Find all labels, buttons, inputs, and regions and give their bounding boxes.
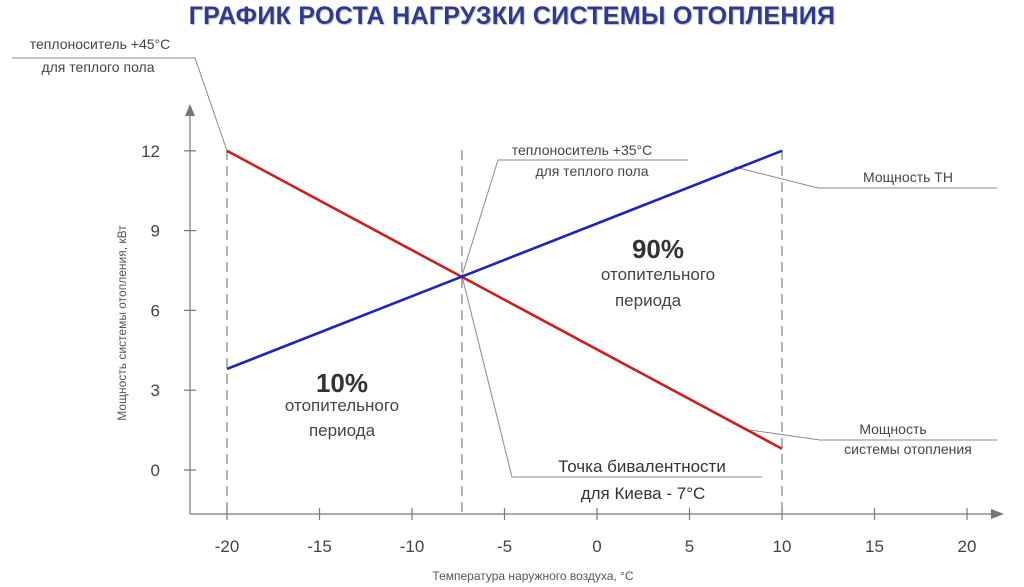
right-percent: 90% xyxy=(632,234,684,264)
left-percent: 10% xyxy=(316,368,368,398)
right-period-line1: отопительного xyxy=(601,265,715,284)
leader-45 xyxy=(12,57,228,151)
x-tick-label: -5 xyxy=(497,537,512,556)
annotation-45-line2: для теплого пола xyxy=(41,59,154,75)
series-line xyxy=(226,149,783,371)
leader-heating xyxy=(750,429,997,441)
chart-title: ГРАФИК РОСТА НАГРУЗКИ СИСТЕМЫ ОТОПЛЕНИЯ xyxy=(188,2,836,30)
x-tick-label: 15 xyxy=(865,537,884,556)
x-tick-label: -15 xyxy=(307,537,332,556)
right-period-line2: периода xyxy=(615,291,682,310)
y-tick-label: 12 xyxy=(141,142,160,161)
x-axis-arrow xyxy=(991,509,1004,519)
bivalent-line1: Точка бивалентности xyxy=(558,457,726,476)
x-tick-label: -20 xyxy=(215,537,240,556)
y-tick-label: 0 xyxy=(151,461,160,480)
y-tick-label: 6 xyxy=(151,301,160,320)
annotation-35-line1: теплоноситель +35°С xyxy=(512,142,652,158)
heat-pump-label: Мощность ТН xyxy=(863,169,953,185)
annotation-45-line1: теплоноситель +45°С xyxy=(30,36,170,52)
leader-heat-pump xyxy=(733,166,997,189)
y-tick-label: 9 xyxy=(151,222,160,241)
x-axis-label: Температура наружного воздуха, °C xyxy=(432,569,633,583)
y-axis-label: Мощность системы отопления, кВт xyxy=(115,225,129,421)
x-tick-label: 5 xyxy=(685,537,694,556)
x-tick-label: 0 xyxy=(592,537,601,556)
leader-bivalent xyxy=(461,275,762,478)
leader-35 xyxy=(461,159,688,276)
x-tick-label: 20 xyxy=(958,537,977,556)
heating-label-line1: Мощность xyxy=(859,421,926,437)
series-line xyxy=(226,149,783,450)
y-axis-arrow xyxy=(185,104,195,116)
heating-label-line2: системы отопления xyxy=(844,441,972,457)
left-period-line1: отопительного xyxy=(285,396,399,415)
y-tick-label: 3 xyxy=(151,381,160,400)
left-period-line2: периода xyxy=(309,421,376,440)
bivalent-line2: для Киева - 7°С xyxy=(581,484,706,503)
x-tick-label: -10 xyxy=(400,537,425,556)
annotation-35-line2: для теплого пола xyxy=(535,163,648,179)
x-tick-label: 10 xyxy=(773,537,792,556)
